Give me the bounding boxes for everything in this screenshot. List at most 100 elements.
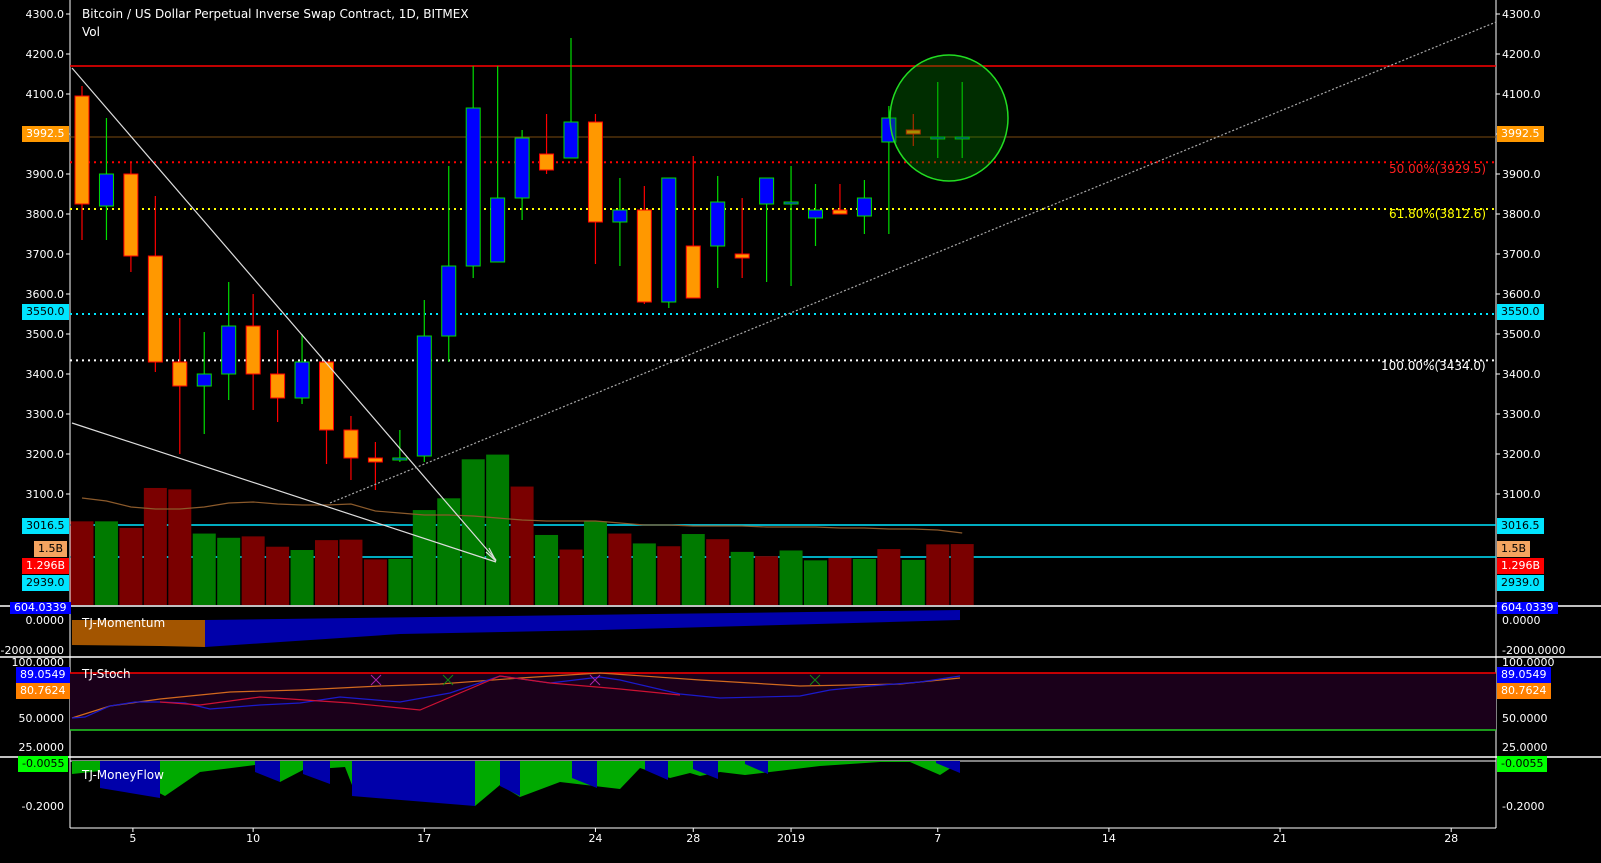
candle-body[interactable]: [343, 429, 359, 459]
volume-bar: [143, 487, 167, 605]
cyan-level-label-right: 3550.0: [1497, 304, 1544, 320]
volume-bar: [877, 549, 901, 605]
candle-body[interactable]: [392, 457, 408, 461]
candle-body[interactable]: [587, 121, 603, 223]
momentum-positive-area: [205, 610, 960, 647]
price-tick-right: 3500.0: [1502, 328, 1541, 341]
volume-bar: [632, 543, 656, 605]
volume-bar: [461, 459, 485, 605]
price-tick-left: 4300.0: [26, 8, 65, 21]
momentum-tick: -2000.0000: [1, 644, 64, 657]
candle-body[interactable]: [465, 107, 481, 267]
moneyflow-blue-area: [645, 761, 668, 780]
candle-body[interactable]: [490, 197, 506, 263]
candle-body[interactable]: [856, 197, 872, 217]
volume-bar: [119, 527, 143, 605]
arrow-head-icon: [485, 547, 497, 562]
moneyflow-value-right: -0.0055: [1497, 756, 1548, 772]
volume-bar: [266, 546, 290, 605]
moneyflow-blue-area: [745, 761, 768, 774]
candle-body[interactable]: [612, 209, 628, 223]
candle-body[interactable]: [539, 153, 555, 171]
volume-legend: Vol: [82, 25, 100, 39]
price-tick-right: 3100.0: [1502, 488, 1541, 501]
candle-body[interactable]: [808, 209, 823, 219]
candle-body[interactable]: [245, 325, 261, 375]
volume-bar: [926, 544, 950, 605]
stoch-d-right: 80.7624: [1497, 683, 1551, 699]
moneyflow-value-left: -0.0055: [18, 756, 69, 772]
candle-body[interactable]: [783, 201, 799, 205]
moneyflow-blue-area: [572, 761, 597, 788]
downtrend-line-arrow: [71, 67, 497, 561]
fib-100-label: 100.00%(3434.0): [1381, 359, 1486, 373]
volume-bar: [388, 558, 412, 605]
candle-body[interactable]: [270, 373, 286, 399]
candle-body[interactable]: [74, 95, 90, 205]
candle-body[interactable]: [98, 173, 114, 207]
moneyflow-blue-area: [100, 761, 160, 798]
volume-bar: [559, 549, 583, 605]
price-tick-left: 3400.0: [26, 368, 65, 381]
price-tick-right: 3900.0: [1502, 168, 1541, 181]
candle-body[interactable]: [954, 136, 970, 140]
candle-body[interactable]: [685, 245, 701, 299]
cyan-level-3-label-right: 2939.0: [1497, 575, 1544, 591]
volume-bar: [339, 539, 363, 605]
moneyflow-blue-area: [255, 761, 280, 782]
price-tick-left: 3700.0: [26, 248, 65, 261]
candle-body[interactable]: [319, 361, 334, 431]
volume-bar: [363, 559, 387, 605]
vol-label-left: 1.296B: [22, 558, 70, 574]
time-axis-label: 28: [1444, 832, 1458, 845]
candle-body[interactable]: [759, 177, 775, 205]
candle-body[interactable]: [661, 177, 677, 303]
time-axis-label: 28: [686, 832, 700, 845]
last-price-label-right: 3992.5: [1497, 126, 1544, 142]
momentum-tick: 0.0000: [1502, 614, 1541, 627]
candle-body[interactable]: [905, 129, 921, 135]
candle-body[interactable]: [294, 361, 310, 399]
candle-body[interactable]: [514, 137, 530, 199]
moneyflow-blue-area: [500, 761, 520, 796]
stoch-indicator-label: TJ-Stoch: [82, 667, 131, 681]
volume-bar: [706, 539, 730, 605]
volume-bar: [657, 546, 681, 605]
candle-body[interactable]: [710, 201, 726, 247]
stoch-cross-icon: [442, 674, 454, 686]
candle-body[interactable]: [416, 335, 432, 457]
cyan-level-2-label-right: 3016.5: [1497, 518, 1544, 534]
momentum-negative-area: [72, 620, 205, 647]
volume-bar: [217, 537, 241, 605]
moneyflow-blue-area: [352, 761, 475, 806]
candle-body[interactable]: [930, 136, 946, 140]
price-tick-right: 3300.0: [1502, 408, 1541, 421]
candle-body[interactable]: [367, 457, 383, 463]
candle-body[interactable]: [563, 121, 579, 159]
candle-body[interactable]: [123, 173, 139, 257]
momentum-tick: 0.0000: [26, 614, 65, 627]
candle-body[interactable]: [196, 373, 212, 387]
fib-618-label: 61.80%(3812.6): [1389, 207, 1487, 221]
volume-bar: [486, 454, 510, 605]
stoch-tick: 50.0000: [1502, 712, 1548, 725]
chart-title: Bitcoin / US Dollar Perpetual Inverse Sw…: [82, 7, 469, 21]
candle-body[interactable]: [832, 209, 848, 215]
cyan-level-label-left: 3550.0: [22, 304, 69, 320]
volume-bar: [828, 558, 852, 605]
candle-body[interactable]: [636, 209, 652, 303]
price-tick-right: 3600.0: [1502, 288, 1541, 301]
volume-bar: [950, 544, 974, 605]
stoch-tick: 25.0000: [19, 741, 65, 754]
moneyflow-blue-area: [693, 761, 718, 779]
candle-body[interactable]: [172, 361, 188, 387]
price-tick-right: 4100.0: [1502, 88, 1541, 101]
candle-body[interactable]: [441, 265, 457, 337]
candle-body[interactable]: [734, 253, 750, 259]
volume-bar: [779, 550, 803, 605]
cyan-level-2-label-left: 3016.5: [22, 518, 69, 534]
candle-body[interactable]: [221, 325, 237, 375]
candle-body[interactable]: [147, 255, 163, 363]
volume-bar: [535, 534, 559, 605]
